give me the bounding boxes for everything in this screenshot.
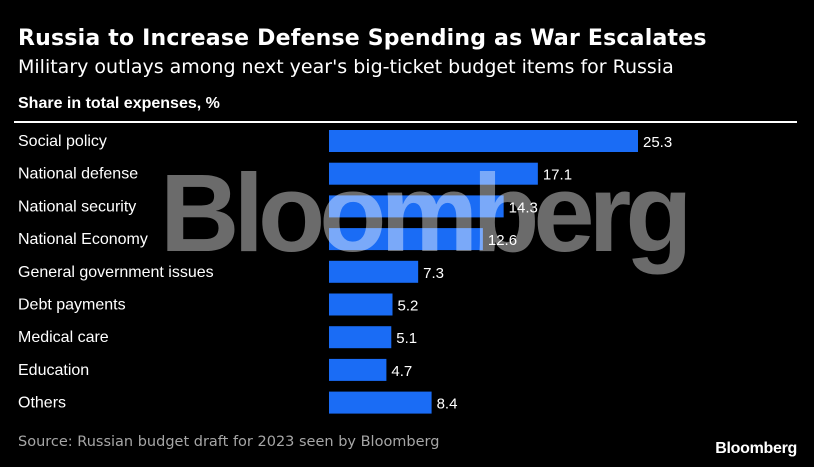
value-label: 4.7 [391, 363, 412, 380]
category-label: Education [18, 362, 89, 379]
category-label: Others [18, 395, 66, 412]
value-label: 5.2 [398, 298, 419, 315]
category-label: Social policy [18, 133, 107, 150]
bar [329, 228, 483, 251]
value-label: 7.3 [423, 265, 444, 282]
value-label: 12.6 [488, 232, 517, 249]
bar [329, 130, 638, 152]
value-label: 5.1 [396, 330, 417, 347]
axis-label: Share in total expenses, % [18, 95, 220, 112]
chart-title: Russia to Increase Defense Spending as W… [18, 26, 707, 51]
category-label: General government issues [18, 264, 214, 281]
bar [329, 326, 392, 349]
category-label: National Economy [18, 231, 148, 248]
brand-logo: Bloomberg [715, 440, 797, 457]
value-label: 8.4 [437, 396, 458, 413]
bar [329, 260, 419, 283]
bar [329, 293, 393, 316]
source-note: Source: Russian budget draft for 2023 se… [18, 434, 440, 450]
chart-subtitle: Military outlays among next year's big-t… [18, 56, 674, 78]
bar [329, 195, 504, 218]
category-label: Medical care [18, 329, 109, 346]
bar [329, 391, 432, 414]
value-label: 14.3 [509, 199, 538, 216]
bar [329, 358, 387, 381]
value-label: 25.3 [643, 134, 672, 151]
value-label: 17.1 [543, 167, 572, 184]
header-rule [14, 121, 797, 123]
bar [329, 162, 538, 185]
category-label: National defense [18, 166, 138, 183]
category-label: Debt payments [18, 297, 126, 314]
category-label: National security [18, 198, 136, 215]
